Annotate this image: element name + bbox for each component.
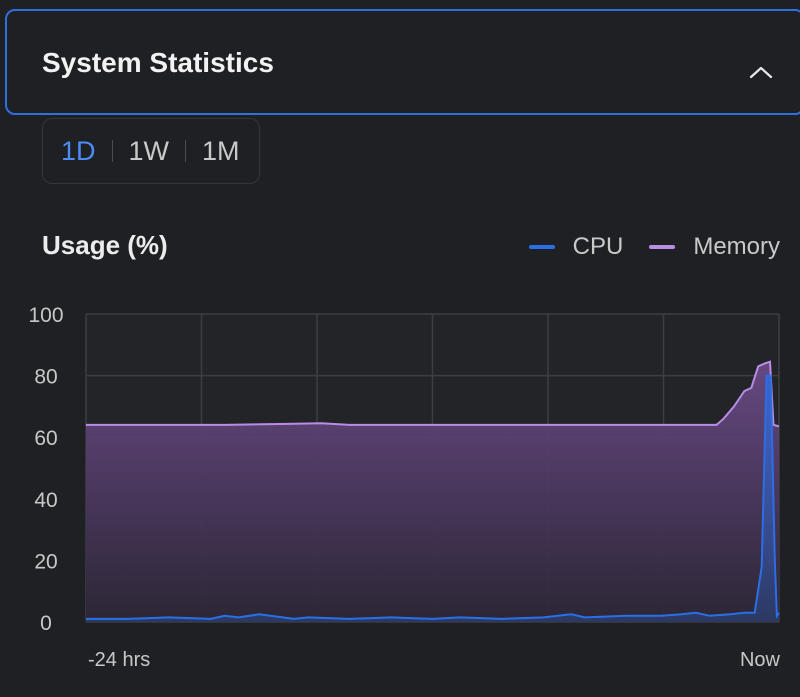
y-tick-label: 60 bbox=[34, 427, 57, 450]
y-tick-label: 0 bbox=[40, 612, 52, 635]
chart-title: Usage (%) bbox=[42, 230, 168, 260]
usage-chart: 0 20 40 60 80 100 -24 hrs Now bbox=[28, 304, 781, 671]
chevron-up-icon bbox=[749, 66, 773, 79]
collapse-button[interactable] bbox=[735, 49, 787, 95]
legend-swatch-cpu bbox=[528, 245, 555, 249]
range-1w-button[interactable]: 1W bbox=[128, 135, 170, 166]
x-tick-label-end: Now bbox=[740, 649, 781, 671]
memory-line bbox=[86, 360, 780, 428]
y-tick-label: 80 bbox=[34, 366, 57, 389]
legend-item-memory[interactable]: Memory bbox=[649, 233, 780, 261]
y-tick-label: 100 bbox=[28, 304, 63, 327]
chart-legend: CPU Memory bbox=[503, 233, 780, 261]
legend-swatch-memory bbox=[649, 245, 676, 249]
time-range-selector: 1D 1W 1M bbox=[42, 118, 260, 184]
x-tick-label-start: -24 hrs bbox=[88, 649, 150, 671]
panel-header[interactable]: System Statistics bbox=[5, 9, 800, 115]
y-tick-label: 20 bbox=[34, 550, 57, 573]
range-divider bbox=[185, 140, 187, 162]
panel-title: System Statistics bbox=[42, 47, 274, 78]
range-1d-button[interactable]: 1D bbox=[61, 135, 96, 166]
legend-item-cpu[interactable]: CPU bbox=[528, 233, 624, 261]
legend-label-cpu: CPU bbox=[572, 233, 624, 260]
y-tick-label: 40 bbox=[34, 489, 57, 512]
legend-label-memory: Memory bbox=[693, 233, 780, 260]
memory-area bbox=[86, 361, 779, 622]
range-1m-button[interactable]: 1M bbox=[202, 135, 240, 166]
range-divider bbox=[111, 140, 113, 162]
cpu-line bbox=[86, 374, 780, 620]
